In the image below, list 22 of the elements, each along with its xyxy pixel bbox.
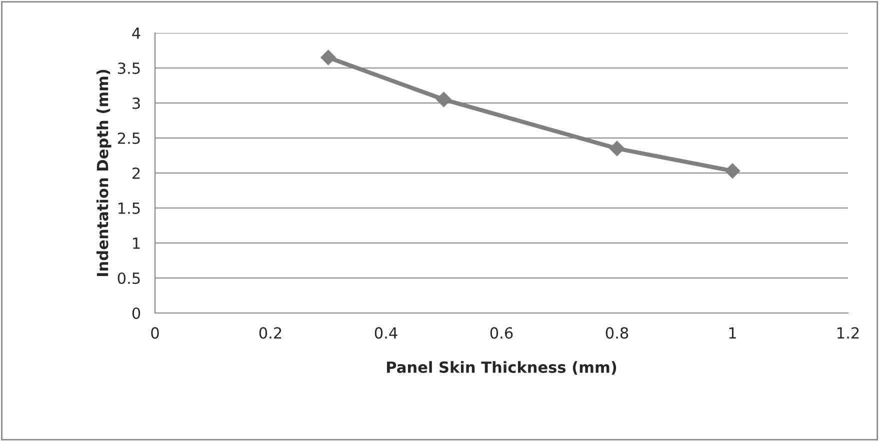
- y-tick-label: 0.5: [118, 272, 140, 284]
- x-tick-label: 0.4: [374, 327, 398, 339]
- y-tick-label: 2: [132, 167, 140, 179]
- point: [609, 140, 625, 156]
- y-tick-label: 3: [132, 97, 140, 110]
- y-tick-label: 0: [132, 307, 140, 320]
- point: [724, 163, 740, 178]
- x-tick-label: 0.8: [606, 327, 628, 339]
- y-axis-title: Indentation Depth (mm): [96, 70, 112, 276]
- x-tick-label: 1: [729, 327, 736, 338]
- y-tick-label: 4: [132, 28, 140, 39]
- y-tick-label: 1.5: [118, 202, 140, 214]
- point: [320, 50, 336, 66]
- point: [436, 92, 452, 108]
- y-tick-label: 1: [133, 238, 140, 249]
- y-tick-label: 3.5: [118, 62, 140, 74]
- x-tick-label: 0.2: [259, 327, 282, 339]
- x-tick-label: 0: [151, 327, 159, 339]
- y-tick-label: 2.5: [118, 132, 140, 144]
- x-tick-label: 0.6: [490, 327, 513, 339]
- x-axis-title: Panel Skin Thickness (mm): [387, 361, 616, 375]
- x-tick-label: 1.2: [838, 327, 859, 338]
